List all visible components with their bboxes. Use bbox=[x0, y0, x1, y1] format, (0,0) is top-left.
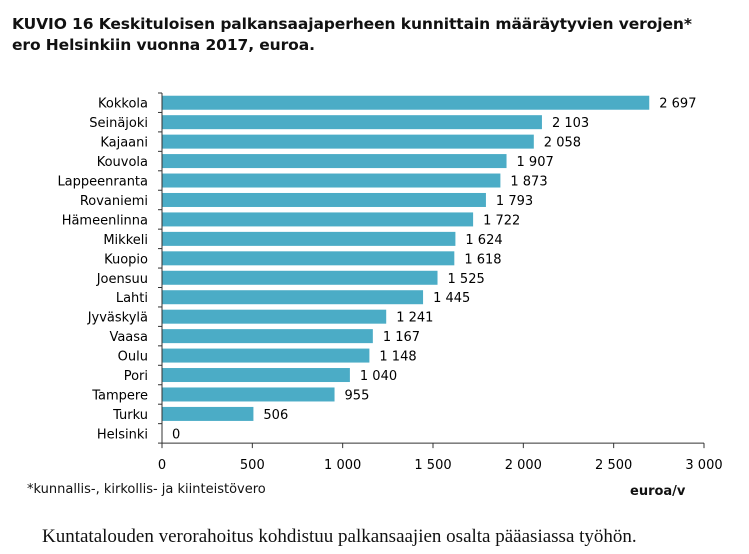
value-label: 0 bbox=[172, 427, 180, 442]
category-label: Helsinki bbox=[97, 427, 148, 442]
x-tick-label: 2 500 bbox=[595, 458, 632, 473]
bar-13 bbox=[162, 348, 370, 363]
footnote: *kunnallis-, kirkollis- ja kiinteistöver… bbox=[27, 482, 266, 497]
category-label: Pori bbox=[124, 369, 148, 384]
bar-12 bbox=[162, 329, 373, 344]
category-label: Vaasa bbox=[109, 330, 148, 345]
value-label: 1 618 bbox=[464, 252, 501, 267]
value-label: 2 697 bbox=[659, 97, 696, 112]
value-label: 1 445 bbox=[433, 291, 470, 306]
x-tick-label: 0 bbox=[158, 458, 166, 473]
x-tick-label: 1 500 bbox=[414, 458, 451, 473]
bar-5 bbox=[162, 192, 486, 207]
category-label: Kokkola bbox=[98, 97, 148, 112]
category-label: Jyväskylä bbox=[87, 311, 148, 326]
value-label: 1 722 bbox=[483, 213, 520, 228]
value-label: 1 525 bbox=[448, 272, 485, 287]
bar-14 bbox=[162, 368, 350, 383]
category-label: Lahti bbox=[116, 291, 148, 306]
chart-title-line-1: KUVIO 16 Keskituloisen palkansaajaperhee… bbox=[12, 15, 692, 33]
bar-1 bbox=[162, 115, 542, 130]
x-tick-label: 2 000 bbox=[505, 458, 542, 473]
bar-16 bbox=[162, 406, 254, 421]
bar-10 bbox=[162, 290, 424, 305]
chart-title-line-2: ero Helsinkiin vuonna 2017, euroa. bbox=[12, 36, 315, 54]
category-label: Turku bbox=[112, 408, 148, 423]
category-label: Lappeenranta bbox=[57, 175, 148, 190]
bar-8 bbox=[162, 251, 455, 266]
category-label: Oulu bbox=[118, 350, 148, 365]
x-tick-label: 3 000 bbox=[685, 458, 722, 473]
body-paragraph: Kuntatalouden verorahoitus kohdistuu pal… bbox=[42, 526, 637, 547]
bar-3 bbox=[162, 154, 507, 169]
category-label: Rovaniemi bbox=[80, 194, 148, 209]
value-label: 1 793 bbox=[496, 194, 533, 209]
value-label: 1 148 bbox=[379, 350, 416, 365]
bar-9 bbox=[162, 270, 438, 285]
x-tick-label: 1 000 bbox=[324, 458, 361, 473]
chart-title: KUVIO 16 Keskituloisen palkansaajaperhee… bbox=[12, 14, 737, 56]
value-label: 2 103 bbox=[552, 116, 589, 131]
category-label: Tampere bbox=[91, 388, 148, 403]
bar-7 bbox=[162, 231, 456, 246]
value-label: 2 058 bbox=[544, 136, 581, 151]
bar-11 bbox=[162, 309, 387, 324]
category-label: Kuopio bbox=[104, 252, 148, 267]
value-label: 1 040 bbox=[360, 369, 397, 384]
bar-0 bbox=[162, 95, 650, 110]
bar-2 bbox=[162, 134, 534, 149]
value-label: 1 873 bbox=[510, 175, 547, 190]
category-label: Joensuu bbox=[96, 272, 148, 287]
x-axis-unit-label: euroa/v bbox=[630, 484, 686, 499]
category-label: Mikkeli bbox=[103, 233, 148, 248]
value-label: 506 bbox=[263, 408, 288, 423]
bar-6 bbox=[162, 212, 474, 227]
bar-4 bbox=[162, 173, 501, 188]
category-label: Kajaani bbox=[100, 136, 148, 151]
category-label: Seinäjoki bbox=[89, 116, 148, 131]
category-label: Kouvola bbox=[97, 155, 148, 170]
value-label: 955 bbox=[345, 388, 370, 403]
value-label: 1 167 bbox=[383, 330, 420, 345]
x-tick-label: 500 bbox=[240, 458, 265, 473]
value-label: 1 624 bbox=[465, 233, 502, 248]
category-label: Hämeenlinna bbox=[62, 213, 148, 228]
value-label: 1 907 bbox=[517, 155, 554, 170]
value-label: 1 241 bbox=[396, 311, 433, 326]
bar-15 bbox=[162, 387, 335, 402]
